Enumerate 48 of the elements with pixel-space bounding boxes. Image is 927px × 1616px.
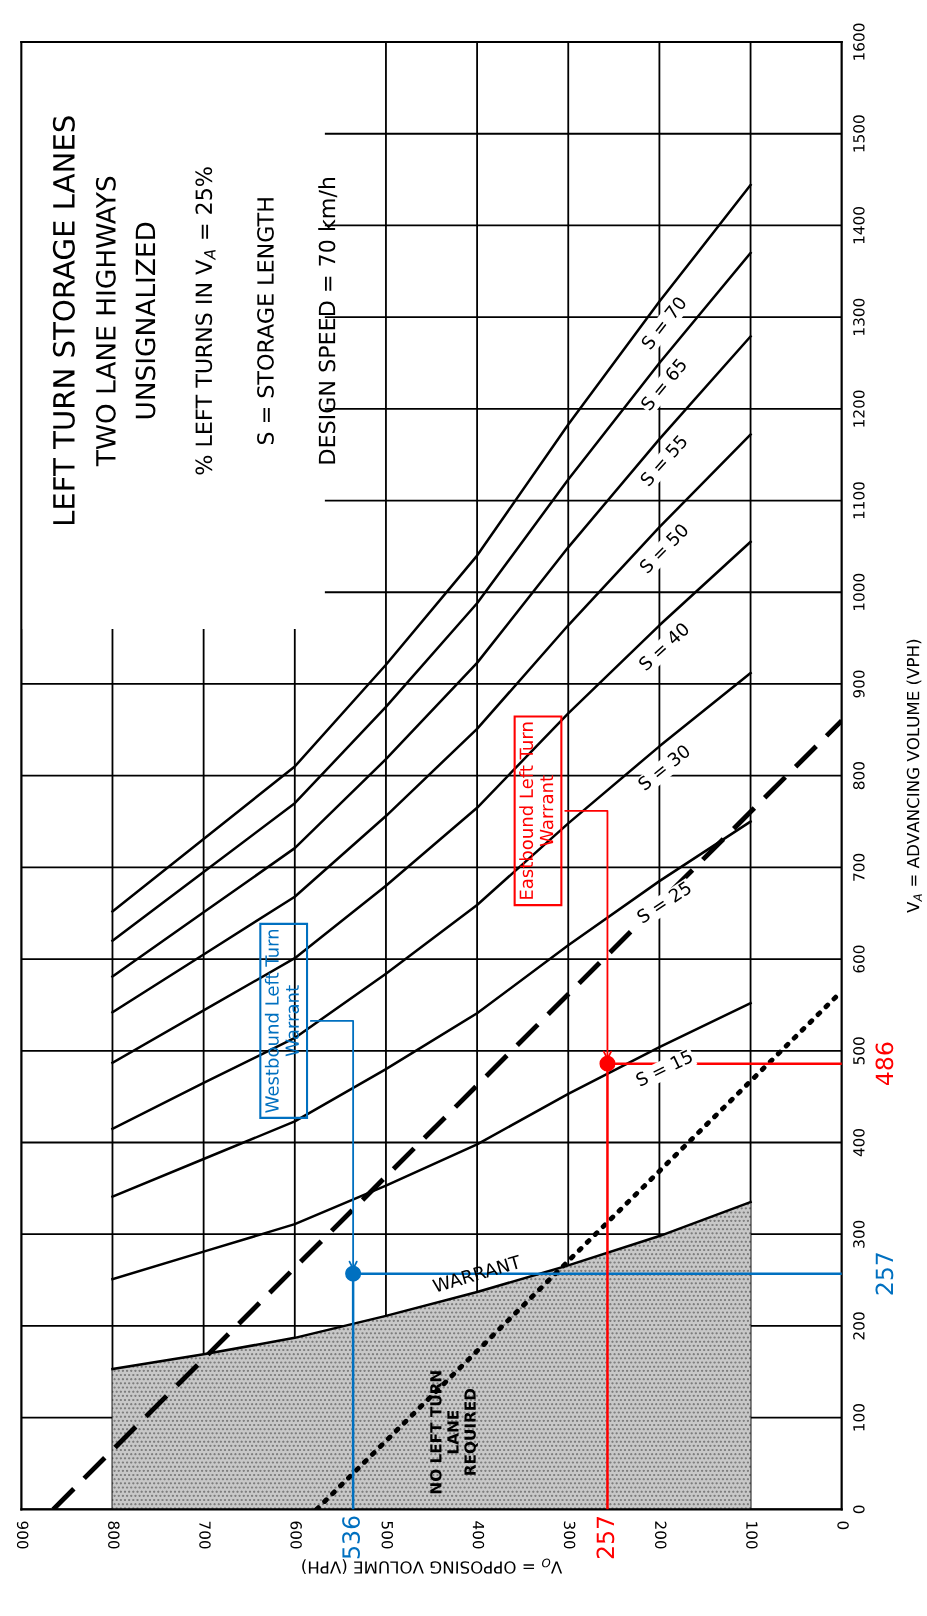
- x-tick-label: 900: [16, 1521, 29, 1549]
- y-tick-label: 1500: [853, 115, 865, 152]
- y-tick-label: 100: [853, 1404, 865, 1431]
- y-tick-label: 400: [853, 1128, 865, 1157]
- annotation: S = STORAGE LENGTH: [257, 198, 274, 445]
- annotation: DESIGN SPEED = 70 km/h: [318, 177, 338, 464]
- y-tick-label: 800: [853, 762, 865, 790]
- x-tick-label: 100: [746, 1522, 758, 1549]
- text: S = 40: [637, 621, 691, 672]
- y-tick-label: 1200: [853, 390, 865, 427]
- y-tick-label: 1400: [853, 207, 865, 244]
- x-tick-label: 200: [654, 1521, 667, 1549]
- y-tick-label: 900: [853, 670, 865, 698]
- y-tick-label: 1600: [853, 23, 865, 60]
- x-tick-label: 700: [199, 1521, 211, 1549]
- annotation: 257: [875, 1253, 894, 1295]
- x-tick-label: 300: [563, 1521, 576, 1549]
- annotation: 257: [596, 1516, 615, 1559]
- y-tick-label: 600: [853, 945, 865, 973]
- text: S = 55: [639, 434, 689, 487]
- y-tick-label: 0: [853, 1505, 865, 1514]
- annotation: % LEFT TURNS IN V$_{A}$ = 25%: [195, 167, 216, 475]
- annotation: Westbound Left Turn Warrant: [264, 929, 300, 1113]
- y-tick-label: 1100: [853, 482, 865, 519]
- y-tick-label: 700: [853, 853, 865, 881]
- y-tick-label: 200: [853, 1312, 865, 1340]
- text: S = 50: [638, 522, 690, 574]
- annotation: Eastbound Left Turn Warrant: [519, 722, 554, 899]
- annotation: 536: [342, 1516, 360, 1559]
- x-tick-label: 600: [290, 1521, 302, 1549]
- text: S = 65: [639, 357, 688, 412]
- x-axis-title: V$_{O}$ = OPPOSING VOLUME (VPH): [302, 1558, 563, 1575]
- text: LEFT TURN STORAGE LANES: [52, 116, 75, 525]
- x-tick-label: 800: [108, 1521, 120, 1549]
- text: S = 25: [635, 880, 693, 924]
- text: S = 15: [634, 1049, 694, 1087]
- text: S = 70: [640, 295, 688, 351]
- x-tick-label: 400: [472, 1521, 485, 1549]
- annotation: 486: [875, 1042, 894, 1086]
- y-tick-label: 300: [853, 1220, 865, 1248]
- x-tick-label: 500: [381, 1521, 394, 1549]
- text: TWO LANE HIGHWAYS UNSIGNALIZED: [95, 176, 156, 467]
- y-tick-label: 500: [853, 1037, 865, 1065]
- x-tick-label: 0: [837, 1521, 849, 1530]
- text: S = 30: [636, 743, 692, 792]
- y-tick-label: 1000: [853, 573, 865, 611]
- y-tick-label: 1300: [853, 298, 865, 335]
- y-axis-title: V$_{A}$ = ADVANCING VOLUME (VPH): [906, 639, 922, 913]
